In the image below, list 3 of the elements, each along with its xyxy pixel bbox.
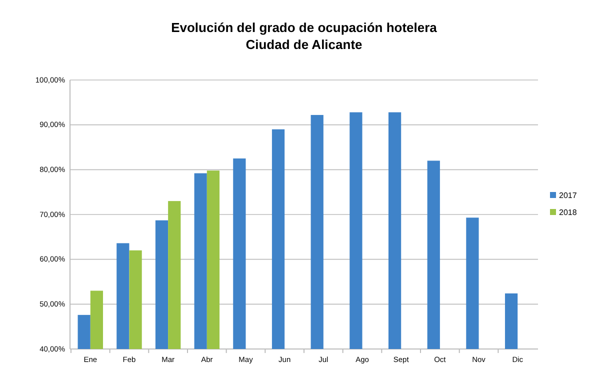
chart-title: Evolución del grado de ocupación hotelera Ciudad de Alicante [171,20,438,52]
legend-label: 2017 [559,191,578,200]
legend-label: 2018 [559,208,578,217]
